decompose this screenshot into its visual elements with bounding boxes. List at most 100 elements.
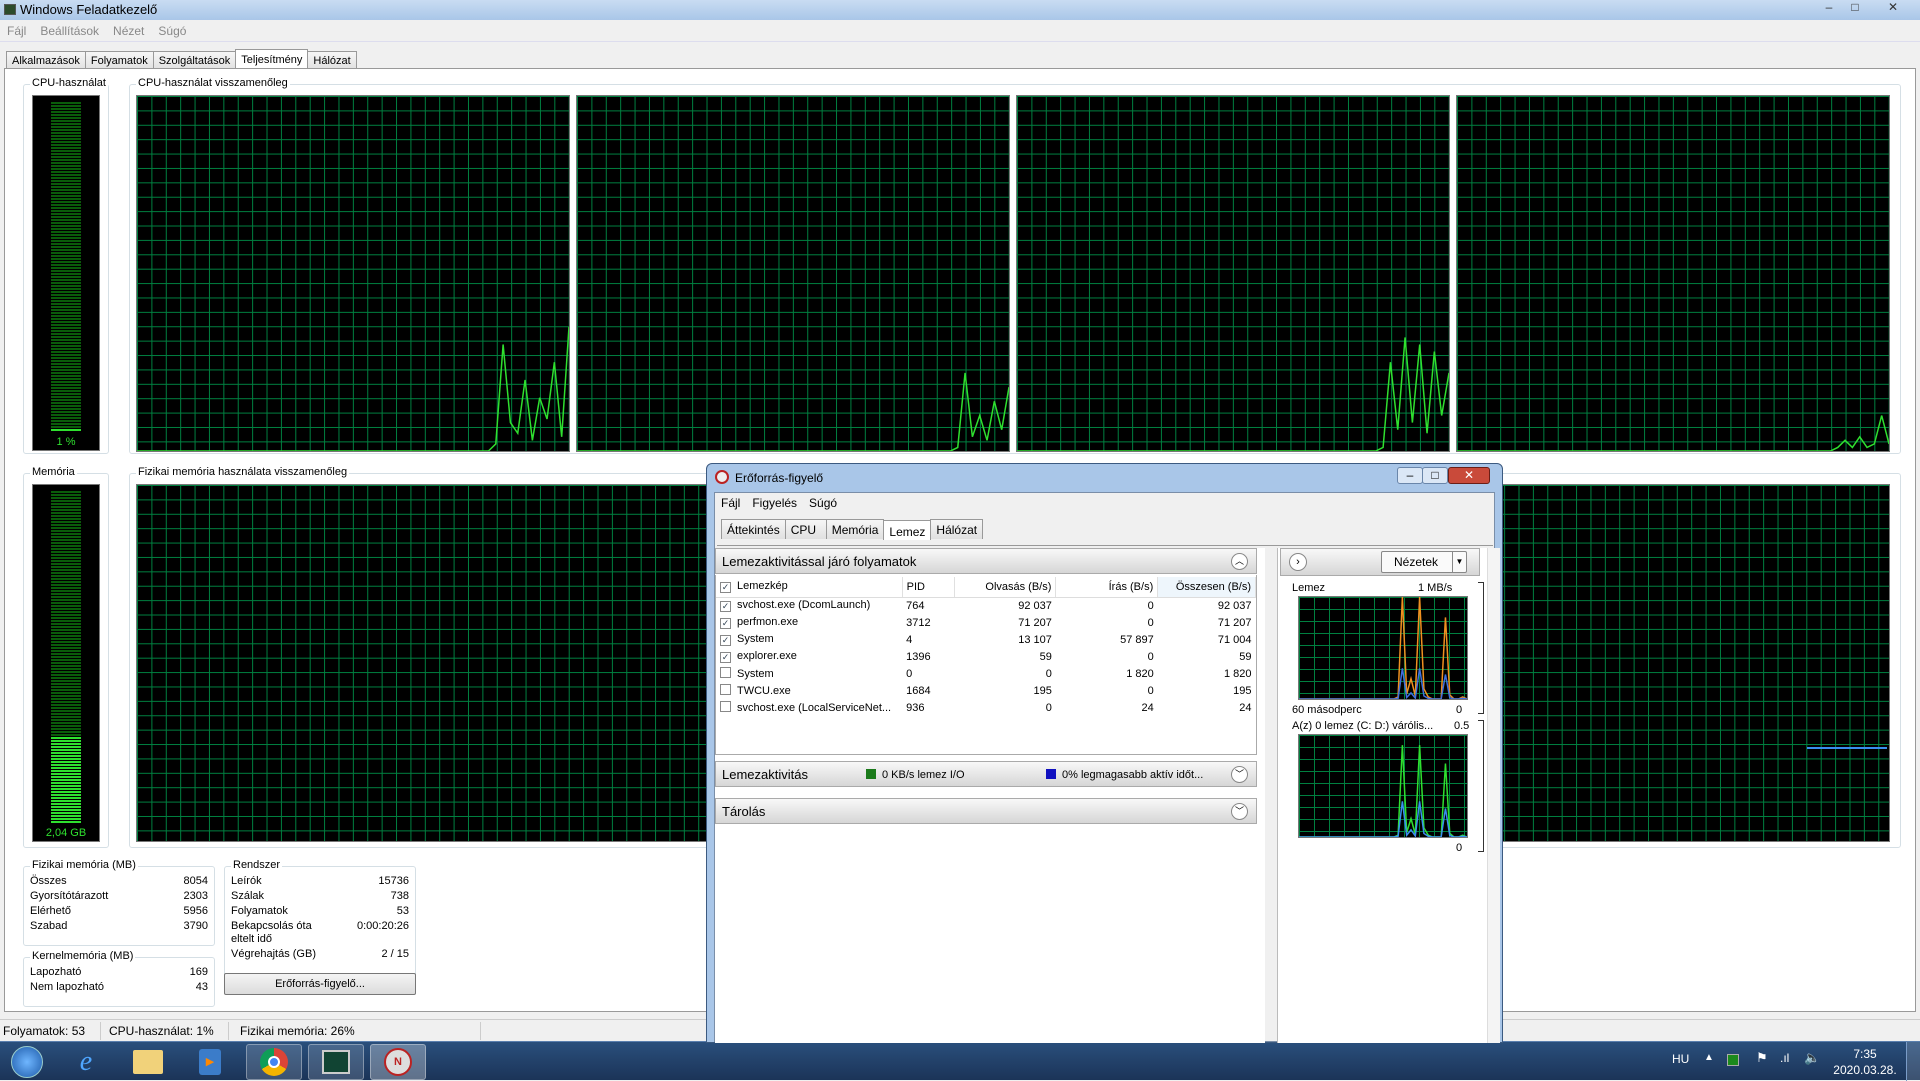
rm-close-button[interactable]: ✕: [1448, 467, 1490, 484]
rm-menu-monitor[interactable]: Figyelés: [752, 496, 798, 510]
tab-processes[interactable]: Folyamatok: [84, 51, 154, 70]
col-total[interactable]: Összesen (B/s): [1157, 577, 1256, 598]
process-row[interactable]: TWCU.exe 1684 195 0 195: [716, 682, 1256, 699]
process-row[interactable]: ✓ explorer.exe 1396 59 0 59: [716, 648, 1256, 665]
volume-icon[interactable]: 🔈: [1804, 1050, 1821, 1065]
process-checkbox[interactable]: [720, 684, 731, 695]
rm-tab-disk[interactable]: Lemez: [883, 520, 932, 540]
show-desktop-button[interactable]: [1906, 1042, 1920, 1081]
process-row[interactable]: ✓ svchost.exe (DcomLaunch) 764 92 037 0 92 03…: [716, 597, 1256, 614]
rm-tab-network[interactable]: Hálózat: [930, 519, 984, 539]
rm-tab-memory[interactable]: Memória: [825, 519, 885, 539]
menu-help[interactable]: Súgó: [158, 24, 187, 38]
taskbar-file-explorer[interactable]: [120, 1044, 176, 1080]
rm-maximize-button[interactable]: □: [1422, 467, 1448, 484]
col-read[interactable]: Olvasás (B/s): [954, 577, 1057, 598]
menu-view[interactable]: Nézet: [113, 24, 145, 38]
internet-explorer-icon: e: [79, 1046, 93, 1077]
read-rate: 59: [1039, 650, 1052, 663]
graph-line: [577, 372, 1009, 451]
process-name: TWCU.exe: [716, 682, 902, 699]
io-color-swatch: [866, 769, 876, 779]
rm-left-pane: Lemezaktivitással járó folyamatok ︿ ✓ Leme…: [715, 548, 1265, 1043]
process-row[interactable]: ✓ perfmon.exe 3712 71 207 0 71 207: [716, 614, 1256, 631]
disk-processes-table: ✓ Lemezkép PID Olvasás (B/s) Írás (B/s) Ö…: [716, 577, 1256, 716]
start-button[interactable]: [2, 1044, 52, 1080]
col-pid[interactable]: PID: [902, 577, 955, 598]
collapse-icon[interactable]: ︿: [1231, 553, 1248, 570]
stat-value: 738: [390, 890, 409, 902]
maximize-button[interactable]: □: [1851, 0, 1859, 14]
cpu-history-group: CPU-használat visszamenőleg: [129, 77, 1901, 454]
status-memory: Fizikai memória: 26%: [240, 1024, 355, 1038]
col-image[interactable]: ✓ Lemezkép: [716, 577, 903, 598]
storage-header[interactable]: Tárolás ﹀: [715, 798, 1257, 824]
minimize-button[interactable]: –: [1825, 0, 1833, 14]
stat-row: Bekapcsolás óta eltelt idő 0:00:20:26: [231, 920, 409, 945]
rm-menu-help[interactable]: Súgó: [809, 496, 838, 510]
menu-options[interactable]: Beállítások: [40, 24, 100, 38]
expand-icon[interactable]: ﹀: [1231, 766, 1248, 783]
process-checkbox[interactable]: ✓: [720, 618, 731, 629]
rm-tab-cpu[interactable]: CPU: [784, 519, 827, 539]
pid: 4: [906, 633, 913, 646]
rm-tab-overview[interactable]: Áttekintés: [721, 519, 786, 539]
resource-monitor-button[interactable]: Erőforrás-figyelő...: [224, 973, 416, 995]
disk-processes-header[interactable]: Lemezaktivitással járó folyamatok ︿: [715, 548, 1257, 574]
disk-graph-title: Lemez: [1292, 582, 1326, 594]
write-rate: 57 897: [1120, 633, 1154, 646]
clock[interactable]: 7:35 2020.03.28.: [1830, 1046, 1900, 1078]
taskbar-task-manager[interactable]: [308, 1044, 364, 1080]
network-signal-icon[interactable]: .ıl: [1780, 1051, 1790, 1065]
cpu-usage-label: CPU-használat: [30, 77, 108, 89]
taskbar-resource-monitor[interactable]: N: [370, 1044, 426, 1080]
chrome-icon: [260, 1048, 288, 1076]
show-hidden-icons[interactable]: ▲: [1704, 1052, 1714, 1063]
cpu-core-graph: [136, 95, 570, 452]
rm-menu-file[interactable]: Fájl: [721, 496, 741, 510]
close-button[interactable]: ✕: [1887, 0, 1899, 14]
tab-services[interactable]: Szolgáltatások: [152, 51, 237, 70]
expand-pane-icon[interactable]: ›: [1289, 553, 1307, 571]
folder-icon: [133, 1050, 163, 1074]
memory-meter: 2,04 GB: [32, 484, 100, 842]
taskbar-chrome[interactable]: [246, 1044, 302, 1080]
col-write[interactable]: Írás (B/s): [1055, 577, 1159, 598]
tray-task-manager-icon[interactable]: [1727, 1054, 1739, 1066]
process-row[interactable]: System 0 0 1 820 1 820: [716, 665, 1256, 682]
menu-file[interactable]: Fájl: [7, 24, 27, 38]
tab-applications[interactable]: Alkalmazások: [6, 51, 86, 70]
system-group: Rendszer Leírók 15736 Szálak 738 Folyamatok 5…: [224, 859, 416, 976]
window-title: Windows Feladatkezelő: [20, 2, 158, 17]
expand-icon[interactable]: ﹀: [1231, 803, 1248, 820]
stat-row: Szabad 3790: [30, 920, 208, 934]
disk-activity-header[interactable]: Lemezaktivitás 0 KB/s lemez I/O 0% legma…: [715, 761, 1257, 787]
process-checkbox[interactable]: ✓: [720, 635, 731, 646]
tab-networking[interactable]: Hálózat: [307, 51, 357, 70]
language-indicator[interactable]: HU: [1672, 1052, 1690, 1066]
disk-queue-graph: [1298, 734, 1468, 838]
graph-bracket: [1478, 720, 1484, 852]
process-name: ✓ perfmon.exe: [720, 616, 799, 629]
views-dropdown[interactable]: Nézetek ▼: [1381, 551, 1467, 573]
rm-minimize-button[interactable]: –: [1397, 467, 1423, 484]
graph-line: [1299, 597, 1467, 699]
process-checkbox[interactable]: [720, 667, 731, 678]
action-center-flag-icon[interactable]: ⚑: [1756, 1050, 1768, 1065]
process-checkbox[interactable]: [720, 701, 731, 712]
process-checkbox[interactable]: ✓: [720, 652, 731, 663]
disk-graph: [1298, 596, 1468, 700]
tab-bar: Alkalmazások Folyamatok Szolgáltatások Telj…: [6, 48, 357, 71]
status-cpu: CPU-használat: 1%: [109, 1024, 214, 1038]
resource-monitor-title: Erőforrás-figyelő: [735, 471, 824, 485]
disk-graph-time: 60 másodperc: [1292, 704, 1362, 716]
process-row[interactable]: ✓ System 4 13 107 57 897 71 004: [716, 631, 1256, 648]
taskbar-internet-explorer[interactable]: e: [58, 1044, 114, 1080]
process-checkbox[interactable]: ✓: [720, 601, 731, 613]
taskbar-media-player[interactable]: ▶: [182, 1044, 238, 1080]
select-all-checkbox[interactable]: ✓: [720, 582, 731, 594]
tab-performance[interactable]: Teljesítmény: [235, 49, 309, 71]
disk-processes-table-container: ✓ Lemezkép PID Olvasás (B/s) Írás (B/s) Ö…: [715, 575, 1257, 755]
rm-scrollbar[interactable]: [1487, 548, 1500, 1043]
process-row[interactable]: svchost.exe (LocalServiceNet... 936 0 24 24: [716, 699, 1256, 716]
